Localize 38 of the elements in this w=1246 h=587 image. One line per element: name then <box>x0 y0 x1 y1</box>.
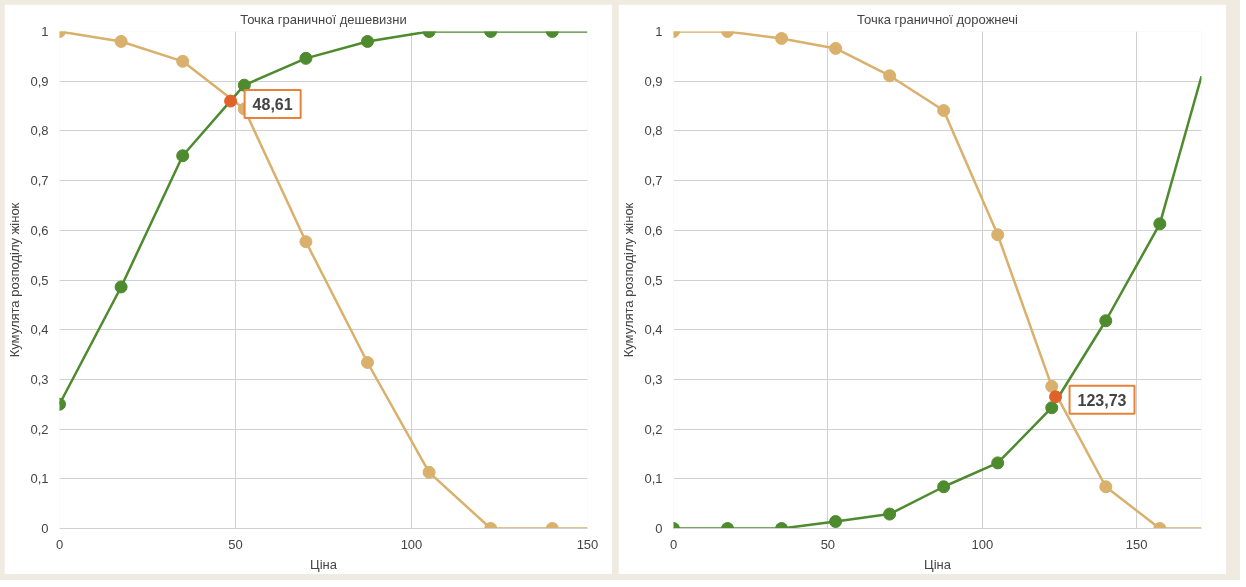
y-tick-label: 0 <box>41 521 49 536</box>
y-tick-label: 0,4 <box>30 322 49 338</box>
y-tick-label: 0,3 <box>644 371 663 387</box>
x-tick-label: 0 <box>669 536 678 552</box>
y-tick-label: 0,5 <box>30 272 49 288</box>
y-tick-label: 0,7 <box>30 173 49 189</box>
y-tick-label: 0,9 <box>644 73 663 89</box>
y-tick-label: 0,3 <box>30 371 49 387</box>
y-axis-title: Кумулята розподілу жінок <box>7 202 23 358</box>
y-tick-label: 0,1 <box>30 471 49 487</box>
x-tick-label: 0 <box>55 536 64 552</box>
y-tick-label: 0,2 <box>644 421 663 437</box>
y-tick-label: 1 <box>41 24 49 39</box>
y-tick-label: 0,6 <box>644 222 663 238</box>
y-tick-label: 0,5 <box>644 272 663 288</box>
x-axis-title: Ціна <box>924 556 952 572</box>
x-tick-label: 50 <box>228 536 243 552</box>
y-tick-label: 0 <box>655 521 663 536</box>
x-tick-label: 50 <box>820 536 836 552</box>
y-tick-label: 0,6 <box>30 222 49 238</box>
x-axis-title: Ціна <box>310 556 338 572</box>
x-tick-label: 100 <box>971 536 994 552</box>
y-tick-label: 0,4 <box>644 322 663 338</box>
y-axis-title: Кумулята розподілу жінок <box>621 202 637 358</box>
y-tick-label: 0,8 <box>644 123 663 139</box>
y-tick-label: 0,1 <box>644 471 663 487</box>
y-tick-label: 0,2 <box>30 421 49 437</box>
y-tick-label: 0,9 <box>30 73 49 89</box>
annotation: 123,73 <box>1077 391 1127 409</box>
y-tick-label: 0,7 <box>644 173 663 189</box>
chart-title: Точка граничної дорожнечі <box>857 11 1019 27</box>
annotation: 48,61 <box>252 96 293 114</box>
chart-title: Точка граничної дешевизни <box>240 11 407 27</box>
y-tick-label: 0,8 <box>30 123 49 139</box>
x-tick-label: 150 <box>1125 536 1148 552</box>
x-tick-label: 150 <box>576 536 599 552</box>
x-tick-label: 100 <box>400 536 423 552</box>
y-tick-label: 1 <box>655 24 663 39</box>
